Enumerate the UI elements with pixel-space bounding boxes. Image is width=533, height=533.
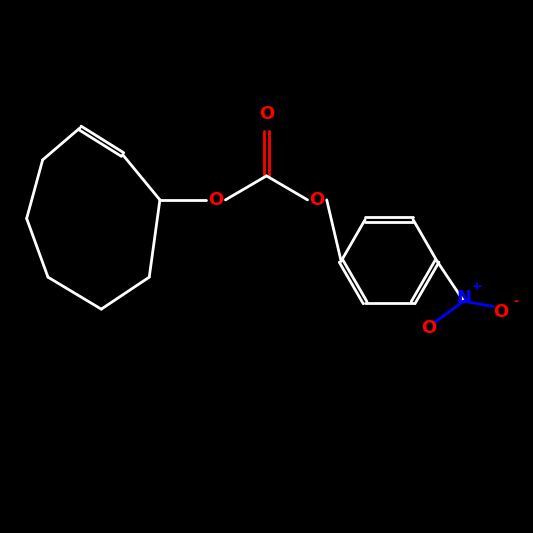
Text: N: N bbox=[456, 289, 471, 308]
Text: O: O bbox=[422, 319, 437, 337]
Text: O: O bbox=[208, 191, 223, 209]
Text: O: O bbox=[259, 104, 274, 123]
Text: O: O bbox=[494, 303, 508, 321]
Text: O: O bbox=[310, 191, 325, 209]
Text: -: - bbox=[513, 295, 519, 308]
Text: +: + bbox=[472, 280, 482, 293]
